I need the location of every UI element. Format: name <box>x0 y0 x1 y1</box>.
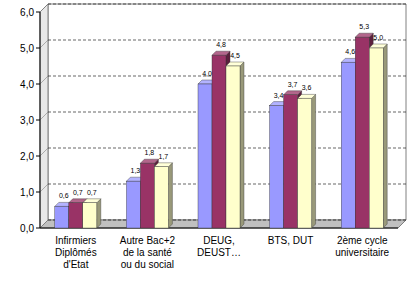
grid-line <box>48 4 406 5</box>
data-label: 4,8 <box>216 41 226 48</box>
bar <box>212 55 226 228</box>
data-label: 3,6 <box>302 84 312 91</box>
bars <box>55 33 387 228</box>
bar <box>341 62 355 228</box>
data-label: 5,0 <box>373 34 383 41</box>
category-label-line: de la santé <box>123 247 172 258</box>
tick-label: 2,0 <box>20 151 34 162</box>
category-label-line: DEUST… <box>197 247 241 258</box>
bar <box>69 203 83 228</box>
category-label: InfirmiersDiplômésd'Etat <box>55 235 97 270</box>
bar <box>83 203 97 228</box>
grid-line <box>40 4 48 12</box>
data-label: 3,7 <box>288 81 298 88</box>
grid-line <box>48 40 406 41</box>
grid-line <box>40 220 48 228</box>
data-label: 1,8 <box>145 149 155 156</box>
category-label-line: BTS, DUT <box>268 235 314 246</box>
data-label: 1,3 <box>131 167 141 174</box>
grid-line <box>40 184 48 192</box>
bar <box>298 98 312 228</box>
bar <box>55 206 69 228</box>
data-label: 5,3 <box>359 23 369 30</box>
side-wall <box>40 4 48 228</box>
grid-line <box>40 76 48 84</box>
tick-label: 3,0 <box>20 115 34 126</box>
bar-top <box>154 163 172 167</box>
bar-top <box>83 199 101 203</box>
tick-mark <box>36 156 40 157</box>
tick-label: 5,0 <box>20 43 34 54</box>
y-axis <box>40 12 41 228</box>
bar-side <box>383 44 387 228</box>
bar <box>284 95 298 228</box>
data-label: 4,6 <box>345 48 355 55</box>
bar-top <box>355 33 373 37</box>
bar-side <box>97 199 101 228</box>
bar-side <box>312 94 316 228</box>
data-label: 0,7 <box>87 189 97 196</box>
tick-mark <box>36 120 40 121</box>
data-label: 4,5 <box>230 52 240 59</box>
bar-side <box>168 163 172 228</box>
category-label: Autre Bac+2de la santéou du social <box>120 235 176 270</box>
tick-mark <box>36 192 40 193</box>
tick-mark <box>36 48 40 49</box>
tick-label: 1,0 <box>20 187 34 198</box>
grid-line <box>40 112 48 120</box>
category-label-line: universitaire <box>335 247 389 258</box>
bar <box>369 48 383 228</box>
bar-top <box>226 62 244 66</box>
bar-top <box>140 159 158 163</box>
tick-mark <box>36 12 40 13</box>
bar <box>226 66 240 228</box>
category-label-line: DEUG, <box>203 235 235 246</box>
tick-mark <box>36 228 40 229</box>
bar <box>154 167 168 228</box>
chart: 0,0 1,0 2,0 3,0 4,0 5,0 6,0 0,6 0,7 0,7 1,3 1,8 1,7 4… <box>0 0 413 289</box>
tick-mark <box>36 84 40 85</box>
data-label: 0,7 <box>73 189 83 196</box>
category-label-line: d'Etat <box>63 259 88 270</box>
category-label-line: Diplômés <box>55 247 97 258</box>
grid-line <box>40 148 48 156</box>
bar-top <box>212 51 230 55</box>
bar <box>270 106 284 228</box>
category-label-line: ou du social <box>121 259 174 270</box>
tick-label: 6,0 <box>20 7 34 18</box>
bar-top <box>369 44 387 48</box>
tick-label: 4,0 <box>20 79 34 90</box>
category-label: DEUG,DEUST… <box>197 235 241 258</box>
bar-top <box>284 91 302 95</box>
data-label: 4,0 <box>202 70 212 77</box>
data-labels: 0,6 0,7 0,7 1,3 1,8 1,7 4,0 4,8 4,5 3,4 3,7 3,6 4,6 5… <box>59 23 383 199</box>
bar <box>198 84 212 228</box>
category-label-line: Autre Bac+2 <box>120 235 176 246</box>
grid-line <box>40 40 48 48</box>
data-label: 3,4 <box>274 92 284 99</box>
bar <box>126 181 140 228</box>
category-label: BTS, DUT <box>268 235 314 246</box>
bar <box>140 163 154 228</box>
bar-top <box>298 94 316 98</box>
bar <box>355 37 369 228</box>
category-label-line: 2ème cycle <box>337 235 388 246</box>
bar-side <box>240 62 244 228</box>
tick-label: 0,0 <box>20 223 34 234</box>
data-label: 1,7 <box>159 153 169 160</box>
category-label: 2ème cycleuniversitaire <box>335 235 389 258</box>
data-label: 0,6 <box>59 192 69 199</box>
category-label-line: Infirmiers <box>55 235 96 246</box>
